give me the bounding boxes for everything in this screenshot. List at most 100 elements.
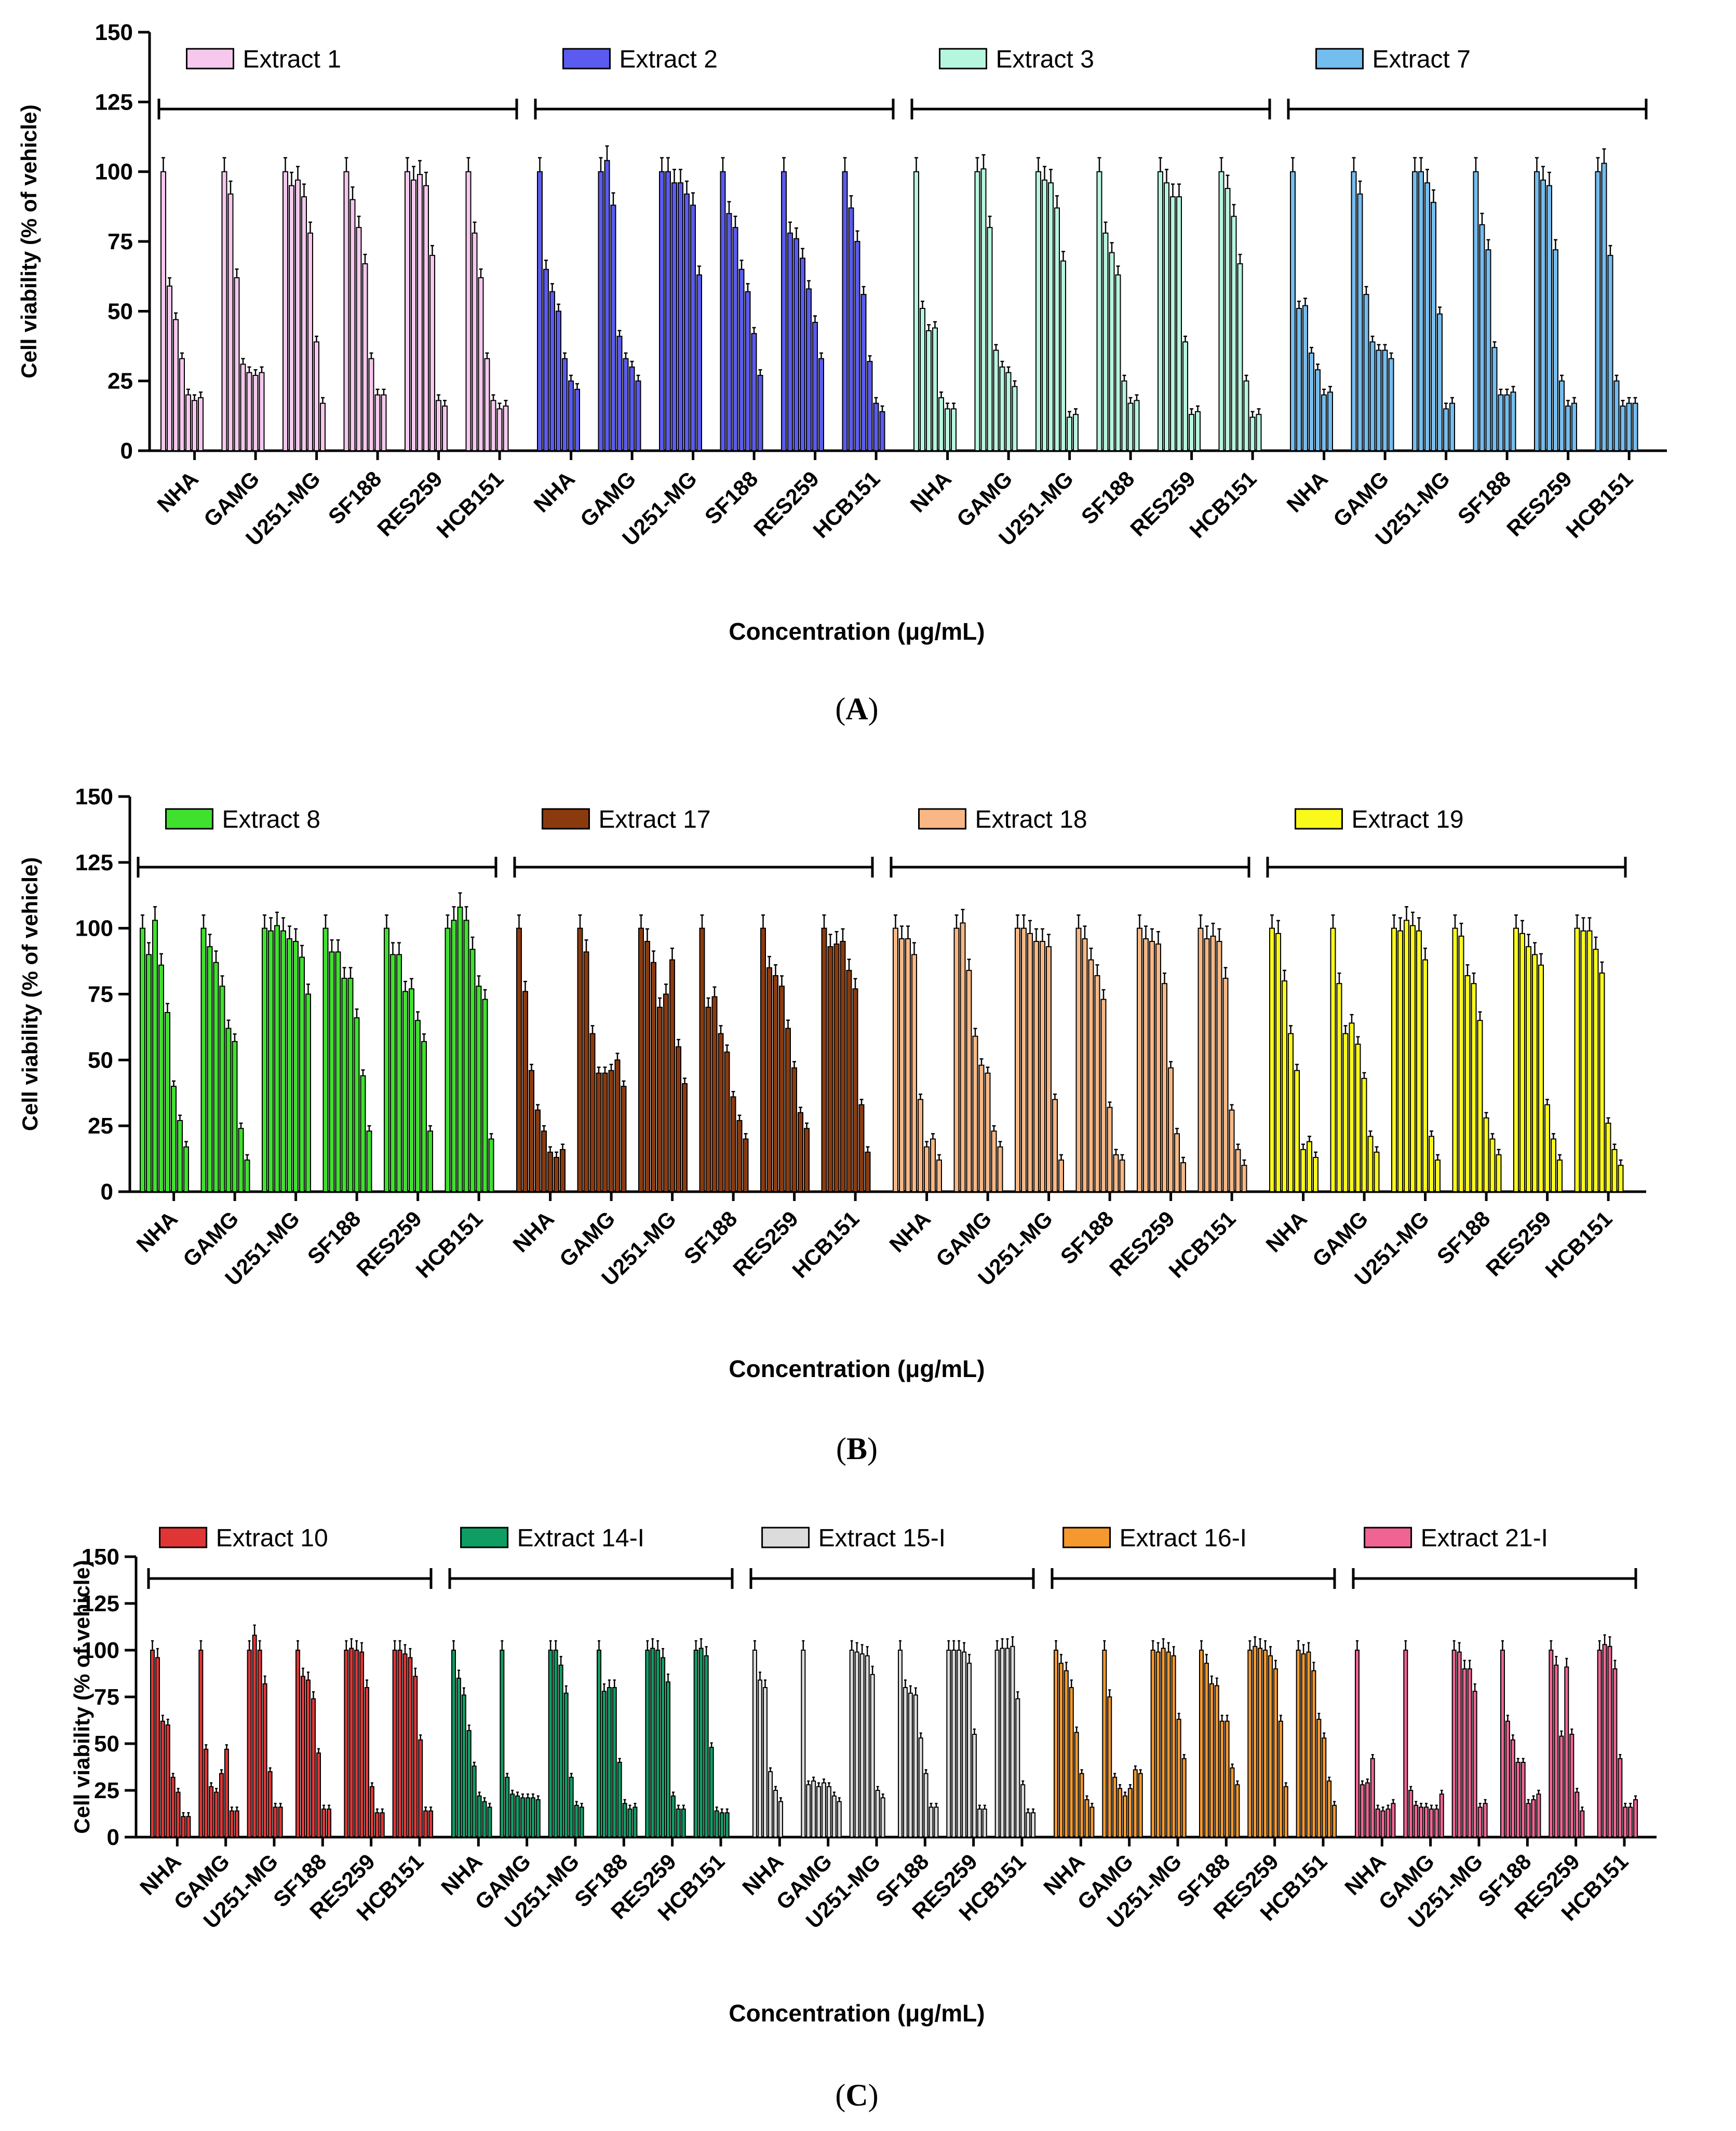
bar	[402, 1653, 408, 1838]
bar	[553, 1650, 558, 1838]
x-axis-label: Concentration (μg/mL)	[729, 2000, 985, 2027]
panel-caption: (B)	[836, 1432, 878, 1466]
bar	[1079, 1773, 1084, 1838]
bar	[604, 160, 610, 451]
bar	[1403, 1650, 1408, 1838]
bar	[833, 943, 840, 1193]
bar	[548, 1650, 553, 1838]
bar	[1385, 1809, 1391, 1838]
bar	[1109, 252, 1115, 451]
bar	[785, 1028, 791, 1193]
bar	[282, 171, 288, 451]
legend-label: Extract 15-I	[818, 1525, 946, 1552]
legend-swatch	[165, 808, 213, 830]
bar	[1195, 411, 1201, 451]
bar	[1437, 313, 1443, 451]
bar	[1485, 249, 1491, 451]
bar	[445, 927, 451, 1192]
bar	[1204, 938, 1210, 1192]
bar	[738, 268, 745, 451]
y-tick-label: 0	[107, 1825, 119, 1850]
bar	[1611, 1149, 1618, 1192]
bar	[1229, 1109, 1235, 1192]
bar	[865, 1151, 871, 1192]
bar	[967, 1663, 972, 1838]
bar	[423, 1810, 428, 1838]
bar	[1477, 1020, 1483, 1192]
bar	[612, 1687, 617, 1838]
bar	[1419, 1806, 1424, 1838]
bar	[316, 1752, 321, 1838]
bar	[763, 1687, 768, 1838]
bar	[1012, 386, 1018, 451]
legend-swatch	[542, 808, 590, 830]
bar	[274, 925, 280, 1193]
bar	[1073, 414, 1079, 451]
bar	[1491, 347, 1498, 451]
bar	[408, 1657, 413, 1838]
legend-label: Extract 17	[599, 806, 711, 833]
bar	[1633, 1799, 1638, 1838]
bar	[711, 996, 718, 1193]
bar	[392, 1650, 397, 1838]
extract-group: Extract 3	[910, 46, 1271, 452]
bar	[704, 1655, 709, 1838]
bar	[1422, 959, 1428, 1192]
bar	[997, 1146, 1003, 1193]
bar	[482, 999, 488, 1192]
bar	[1010, 1646, 1015, 1838]
bar	[1273, 1668, 1278, 1838]
x-tick-label: NHA	[884, 1206, 935, 1257]
bar	[1449, 402, 1455, 451]
panel-caption-letter: C	[845, 2078, 868, 2112]
bar	[1054, 207, 1060, 451]
bar	[1064, 1670, 1069, 1838]
bar	[1412, 171, 1418, 451]
x-tick-label: HCB151	[808, 466, 884, 543]
bar	[1042, 179, 1047, 451]
bar	[1554, 1664, 1559, 1838]
bar	[1096, 171, 1102, 451]
bar	[402, 991, 408, 1192]
bar	[991, 1130, 997, 1192]
bar	[183, 1146, 189, 1193]
bar	[1290, 171, 1296, 451]
bar	[1613, 380, 1620, 452]
bar	[252, 1635, 257, 1838]
bar	[1434, 1809, 1439, 1838]
bar	[743, 1138, 749, 1193]
bar	[1626, 402, 1632, 451]
extract-group: Extract 21-I	[1352, 1525, 1638, 1838]
bar	[563, 1692, 569, 1838]
panel-caption-letter: A	[845, 692, 868, 726]
bar	[1505, 1720, 1510, 1838]
legend-swatch	[186, 48, 234, 70]
bar	[577, 927, 583, 1192]
bar	[1367, 1136, 1374, 1192]
y-tick-label: 125	[82, 1591, 119, 1616]
bar	[768, 1771, 773, 1838]
bar	[307, 232, 313, 451]
bar	[1526, 946, 1531, 1193]
bar	[1048, 182, 1054, 452]
bar	[629, 366, 635, 451]
bar	[525, 1797, 530, 1838]
bar	[821, 927, 827, 1192]
y-tick-label: 0	[120, 438, 133, 464]
bar	[574, 1804, 579, 1838]
x-tick-label: HCB151	[1164, 1206, 1240, 1283]
y-tick-label: 150	[82, 1544, 119, 1570]
bar	[960, 922, 966, 1192]
bar	[1224, 187, 1231, 451]
bar	[1224, 1720, 1230, 1838]
bar	[185, 394, 191, 451]
bar	[778, 1801, 783, 1838]
bar	[865, 1655, 870, 1838]
bar	[1467, 1668, 1472, 1838]
bar	[520, 1797, 525, 1838]
bar	[1199, 1650, 1204, 1838]
bar	[418, 1739, 423, 1838]
bar	[867, 361, 873, 452]
bar	[173, 319, 179, 451]
bar	[451, 1650, 456, 1838]
